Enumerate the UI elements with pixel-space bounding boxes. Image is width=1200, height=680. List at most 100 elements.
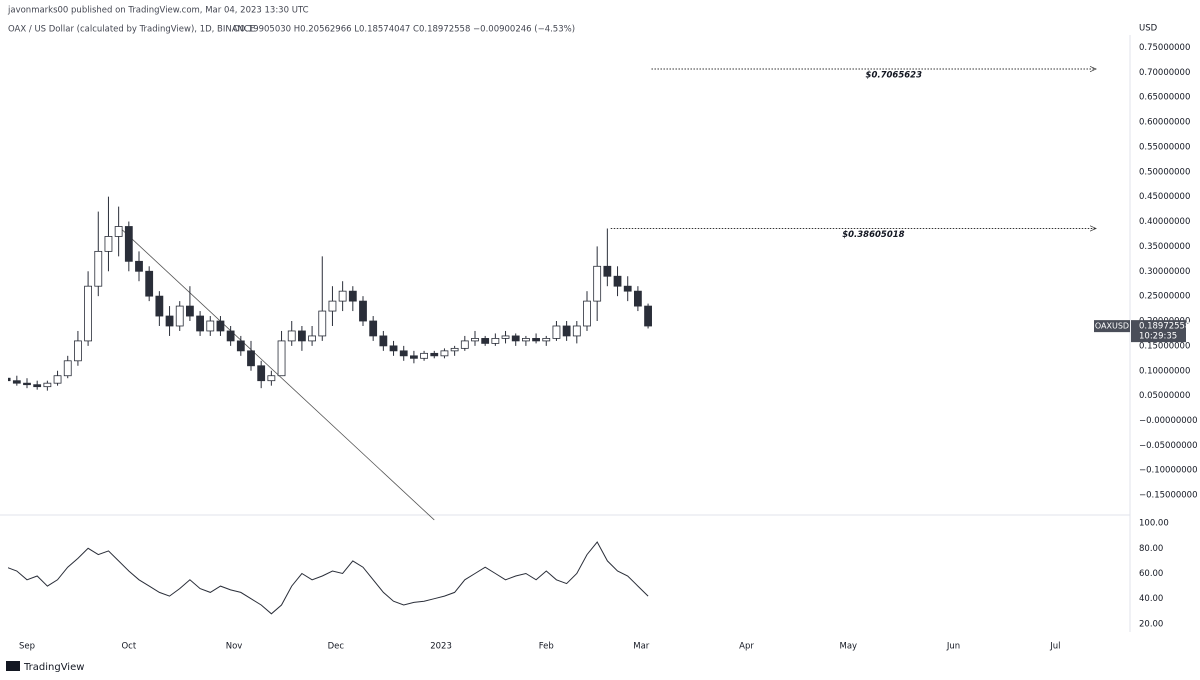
price-tag-text: 0.18972558 <box>1139 322 1190 332</box>
candle-body <box>104 236 113 252</box>
x-tick-label: Jul <box>1049 642 1060 652</box>
candle-body <box>471 338 479 342</box>
y-tick-label: 0.60000000 <box>1139 118 1190 128</box>
candle-body <box>267 375 276 382</box>
symbol: OAX / US Dollar (calculated by TradingVi… <box>8 25 255 35</box>
publisher: javonmarks00 published on TradingView.co… <box>7 6 309 16</box>
candle-body <box>593 265 602 302</box>
candle-body <box>501 335 510 339</box>
candle-body <box>165 315 174 327</box>
candle-body <box>257 365 266 382</box>
candle-body <box>226 330 235 342</box>
candle-body <box>196 315 204 332</box>
candle-body <box>338 290 347 302</box>
candle-body <box>12 380 21 384</box>
candle-body <box>84 285 92 342</box>
candle-body <box>328 300 337 312</box>
candle-body <box>247 350 255 367</box>
y-tick-label: 0.45000000 <box>1139 192 1190 202</box>
candle-body <box>450 347 459 352</box>
x-tick-label: Apr <box>739 642 754 652</box>
x-tick-label: Feb <box>539 642 554 652</box>
y-tick-label: 0.35000000 <box>1139 242 1190 252</box>
candle-body <box>623 285 632 292</box>
y-tick-label: 0.75000000 <box>1139 43 1190 53</box>
candle-body <box>644 305 652 327</box>
target-label: $0.38605018 <box>842 230 904 240</box>
x-tick-label: Sep <box>19 642 35 652</box>
candle-body <box>186 305 194 317</box>
candle-body <box>298 330 306 342</box>
target-label: $0.7065623 <box>866 71 923 81</box>
candle-body <box>440 350 449 357</box>
candle-body <box>308 335 316 342</box>
y-tick-label: 0.05000000 <box>1139 391 1190 401</box>
y-tick-label: 0.40000000 <box>1139 217 1190 227</box>
candle-body <box>491 338 500 344</box>
x-tick-label: Dec <box>328 642 345 652</box>
candle-body <box>23 382 31 386</box>
plot <box>8 69 1096 615</box>
x-tick-label: Mar <box>633 642 650 652</box>
candle-body <box>287 330 296 342</box>
currency: USD <box>1139 24 1158 34</box>
brand: TradingView <box>23 662 84 673</box>
candle-body <box>63 360 72 377</box>
y-tick-label: 0.10000000 <box>1139 366 1190 376</box>
candle-body <box>94 250 103 287</box>
price-tag <box>1131 320 1186 343</box>
y-tick-label: 100.00 <box>1139 519 1169 529</box>
x-tick-label: 2023 <box>430 642 452 652</box>
candle-body <box>379 335 388 347</box>
rsi-line <box>8 541 649 615</box>
candle-body <box>410 355 418 359</box>
y-tick-label: 80.00 <box>1139 544 1163 554</box>
candle-body <box>552 325 561 339</box>
x-tick-label: Nov <box>226 642 243 652</box>
candle-body <box>277 340 286 377</box>
y-tick-label: 60.00 <box>1139 569 1163 579</box>
trendline <box>118 226 435 521</box>
countdown: 10:29:35 <box>1139 332 1177 342</box>
x-tick-label: May <box>840 642 858 652</box>
candle-body <box>572 325 581 337</box>
candle-body <box>348 290 357 302</box>
symbol-tag <box>1094 320 1130 333</box>
candle-body <box>481 338 490 344</box>
candle-body <box>53 375 62 384</box>
candle-body <box>33 384 42 388</box>
candle-body <box>74 340 82 362</box>
candle-body <box>8 377 11 382</box>
y-tick-label: 0.25000000 <box>1139 292 1190 302</box>
candle-body <box>583 300 591 327</box>
candle-body <box>460 340 469 349</box>
candle-body <box>206 320 215 332</box>
candle-body <box>145 270 154 297</box>
y-tick-label: 0.55000000 <box>1139 142 1190 152</box>
candle-body <box>420 352 428 359</box>
candle-body <box>389 345 398 352</box>
candle-body <box>511 335 520 342</box>
y-tick-label: 40.00 <box>1139 594 1163 604</box>
candle-body <box>236 340 245 352</box>
candle-body <box>175 305 184 327</box>
x-tick-label: Jun <box>946 642 960 652</box>
candle-body <box>521 338 530 342</box>
candle-body <box>155 295 164 317</box>
y-tick-label: −0.00000000 <box>1139 416 1198 426</box>
candle-body <box>532 338 540 342</box>
y-tick-label: −0.05000000 <box>1139 441 1198 451</box>
candle-body <box>135 260 143 272</box>
candle-body <box>318 310 327 337</box>
y-tick-label: −0.15000000 <box>1139 491 1198 501</box>
candle-body <box>542 338 551 342</box>
candle-body <box>114 226 123 237</box>
symbol-tag-text: OAXUSD <box>1095 322 1129 331</box>
candle-body <box>603 265 612 277</box>
y-tick-label: 20.00 <box>1139 619 1163 629</box>
y-tick-label: 0.30000000 <box>1139 267 1190 277</box>
y-tick-label: 0.50000000 <box>1139 167 1190 177</box>
y-tick-label: 0.65000000 <box>1139 93 1190 103</box>
